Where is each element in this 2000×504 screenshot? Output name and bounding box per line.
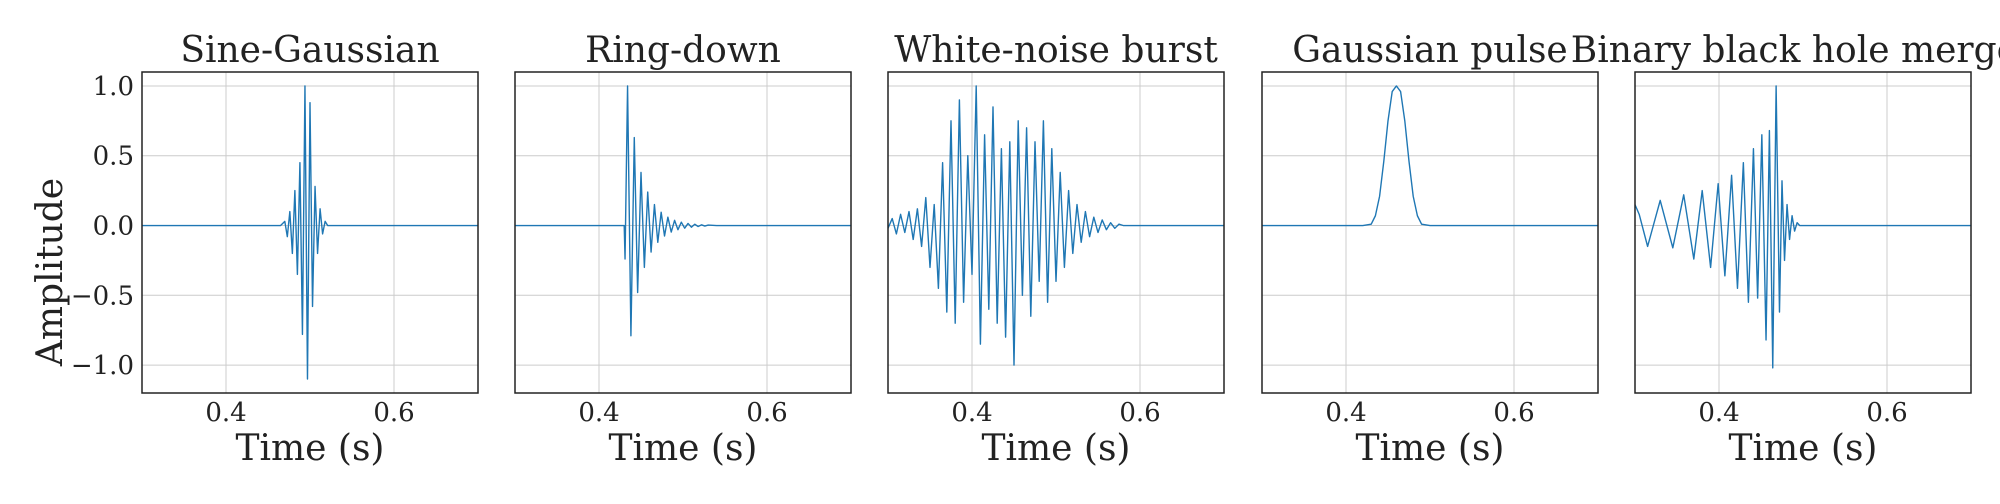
chart-title: Binary black hole merger (1571, 30, 2000, 71)
x-tick-label: 0.6 (1119, 398, 1160, 428)
y-tick-label: 0.5 (93, 142, 134, 172)
series-line (515, 85, 851, 337)
x-axis-label: Time (s) (609, 428, 758, 469)
chart-title: Sine-Gaussian (180, 30, 439, 71)
x-tick-label: 0.6 (1493, 398, 1534, 428)
x-tick-label: 0.4 (205, 398, 246, 428)
series-line (887, 85, 1224, 366)
y-axis-label: Amplitude (30, 178, 71, 367)
chart-title: Ring-down (585, 30, 781, 71)
series-line (142, 85, 478, 380)
x-tick-label: 0.4 (951, 398, 992, 428)
series-line (1262, 85, 1598, 227)
x-tick-label: 0.6 (373, 398, 414, 428)
plot-frame (1634, 71, 1972, 394)
x-tick-label: 0.4 (1698, 398, 1739, 428)
y-tick-label: 1.0 (93, 72, 134, 102)
plot-frame (887, 71, 1225, 394)
x-tick-label: 0.6 (746, 398, 787, 428)
chart-title: White-noise burst (894, 30, 1218, 71)
x-axis-label: Time (s) (1356, 428, 1505, 469)
y-tick-label: −1.0 (71, 351, 134, 381)
series-line (1634, 85, 1971, 369)
x-axis-label: Time (s) (982, 428, 1131, 469)
x-tick-label: 0.4 (578, 398, 619, 428)
y-tick-label: 0.0 (93, 212, 134, 242)
x-tick-label: 0.4 (1325, 398, 1366, 428)
chart-title: Gaussian pulse (1292, 30, 1567, 71)
plot-frame (1261, 71, 1599, 394)
x-axis-label: Time (s) (236, 428, 385, 469)
plot-frame (141, 71, 479, 394)
x-axis-label: Time (s) (1729, 428, 1878, 469)
y-tick-label: −0.5 (71, 281, 134, 311)
x-tick-label: 0.6 (1866, 398, 1907, 428)
plot-frame (514, 71, 852, 394)
